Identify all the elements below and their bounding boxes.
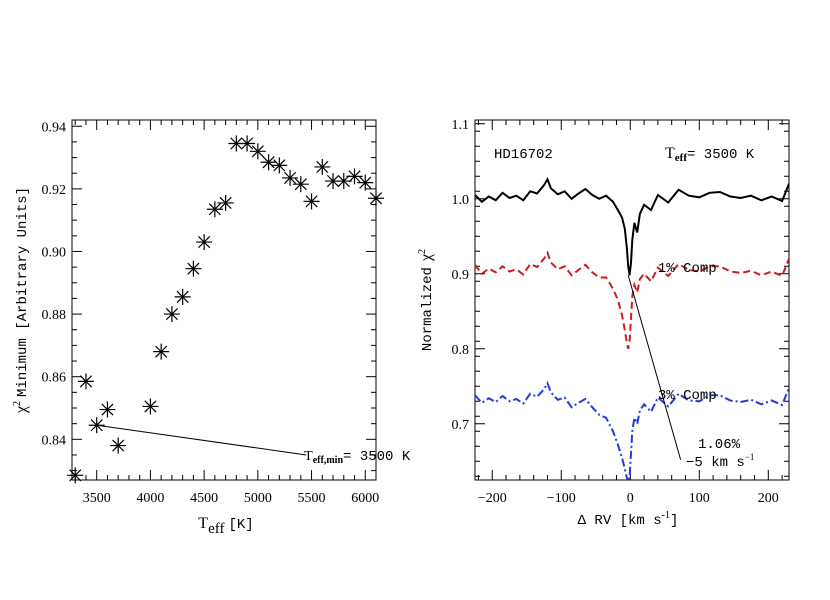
series-0pct-line <box>475 177 789 276</box>
scatter-point <box>206 201 223 218</box>
scatter-point <box>228 135 245 152</box>
component-labels: 1% Comp 3% Comp <box>658 261 717 404</box>
right-ytick-label: 0.9 <box>452 268 470 283</box>
left-ytick-label: 0.94 <box>42 120 67 135</box>
left-y-axis-title: χ2Minimum [Arbitrary Units] <box>12 187 31 414</box>
scatter-point <box>346 168 363 185</box>
right-xtick-label: 200 <box>758 491 779 506</box>
left-annotation-value: = 3500 K <box>343 449 411 465</box>
right-plot-frame <box>474 119 790 481</box>
left-xtick-label: 4500 <box>190 491 218 506</box>
right-ytick-label: 1.0 <box>452 193 470 208</box>
left-annotation-line <box>96 424 307 456</box>
right-axis-ticks <box>475 120 789 480</box>
component-label: 3% Comp <box>658 388 717 404</box>
scatter-point <box>271 157 288 174</box>
left-xtick-label: 5500 <box>298 491 326 506</box>
left-xtick-label: 4000 <box>136 491 164 506</box>
right-ytick-label: 1.1 <box>452 118 470 133</box>
right-annotation-line2: −5 km s−1 <box>686 452 754 471</box>
scatter-point <box>67 467 84 484</box>
right-x-axis-title: Δ RV [km s-1] <box>578 510 679 529</box>
left-annotation-sub: eff,min <box>313 455 344 466</box>
scatter-point <box>249 143 266 160</box>
left-xtick-label: 6000 <box>351 491 379 506</box>
right-xtick-label: −100 <box>547 491 576 506</box>
scatter-point <box>314 158 331 175</box>
right-ytick-label: 0.8 <box>452 343 470 358</box>
scatter-point <box>292 176 309 193</box>
series-1pct-line <box>475 250 789 350</box>
scatter-point <box>196 234 213 251</box>
left-xtick-label: 5000 <box>244 491 272 506</box>
right-xtick-label: 0 <box>627 491 634 506</box>
right-chart-panel: −200 −100 0 100 200 0.7 0.8 0.9 1.0 1.1 HD16702 T… <box>417 118 790 529</box>
left-axis-ticks <box>72 120 377 480</box>
scatter-point <box>174 288 191 305</box>
scatter-point <box>260 154 277 171</box>
scatter-point <box>185 260 202 277</box>
left-chart-panel: 3500 4000 4500 5000 5500 6000 0.84 0.86 0.88 0.90… <box>12 119 411 537</box>
scatter-point <box>357 174 374 191</box>
scatter-point <box>110 437 127 454</box>
scatter-point <box>282 169 299 186</box>
scatter-point <box>239 135 256 152</box>
left-ytick-label: 0.90 <box>42 245 67 260</box>
series-3pct-line <box>475 380 789 480</box>
left-tick-labels: 3500 4000 4500 5000 5500 6000 0.84 0.86 0.88 0.90… <box>42 120 380 506</box>
scatter-point <box>368 190 384 207</box>
right-tick-labels: −200 −100 0 100 200 0.7 0.8 0.9 1.0 1.1 <box>452 118 779 506</box>
scatter-point <box>77 373 94 390</box>
scatter-point <box>153 343 170 360</box>
left-scatter-points <box>67 135 384 484</box>
right-y-axis-title: Normalizedχ2 <box>417 249 436 351</box>
teff-label: Teff= 3500 K <box>665 145 755 164</box>
component-label: 1% Comp <box>658 261 717 277</box>
scatter-point <box>163 306 180 323</box>
star-name-label: HD16702 <box>494 147 553 163</box>
scatter-point <box>142 398 159 415</box>
scatter-point <box>217 194 234 211</box>
left-ytick-label: 0.86 <box>42 371 67 386</box>
scatter-point <box>303 193 320 210</box>
left-annotation-label: Teff,min= 3500 K <box>304 449 411 466</box>
right-xtick-label: −200 <box>478 491 507 506</box>
right-ytick-label: 0.7 <box>452 418 470 433</box>
right-annotation-line <box>627 275 682 460</box>
right-series-lines <box>475 177 789 480</box>
right-xtick-label: 100 <box>689 491 710 506</box>
left-x-axis-title: Teff [K] <box>198 515 253 537</box>
scatter-point <box>325 173 342 190</box>
left-ytick-label: 0.92 <box>42 183 67 198</box>
left-xtick-label: 3500 <box>83 491 111 506</box>
left-annotation-T: T <box>304 449 313 464</box>
left-ytick-label: 0.84 <box>42 433 67 448</box>
left-plot-frame <box>71 119 377 481</box>
right-annotation-line1: 1.06% <box>698 437 741 453</box>
left-ytick-label: 0.88 <box>42 308 67 323</box>
scatter-point <box>99 401 116 418</box>
